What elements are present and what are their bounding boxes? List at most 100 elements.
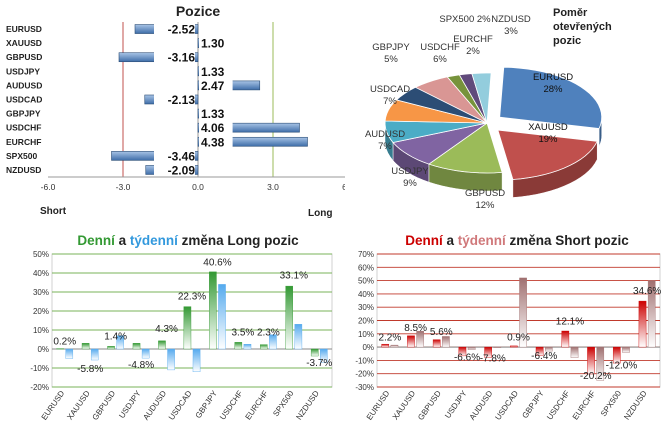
pie-slice-percent: 7%	[383, 96, 397, 107]
category-label: EURUSD	[6, 24, 42, 34]
x-tick-label: AUDUSD	[141, 389, 168, 422]
pie-title: pozic	[553, 35, 581, 47]
bar	[167, 348, 175, 371]
x-tick-label: GBPUSD	[91, 389, 118, 422]
pie-slice-percent: 12%	[475, 200, 495, 211]
pie-slice-label: AUDUSD	[365, 129, 405, 140]
y-tick-label: 20%	[358, 317, 374, 326]
data-label: 40.6%	[203, 257, 231, 268]
value-label-bg	[199, 37, 233, 50]
bar	[510, 345, 518, 348]
title-part: týdenní	[130, 233, 179, 248]
pie-slice-label: EURUSD	[533, 72, 573, 83]
category-label: USDCAD	[6, 95, 42, 105]
bar	[192, 348, 201, 372]
x-tick-label: -3.0	[116, 182, 131, 192]
pie-slice-label: USDCHF	[420, 42, 460, 53]
x-tick-label: NZDUSD	[294, 389, 321, 422]
value-label: 1.30	[201, 37, 225, 51]
pie-slice-percent: 7%	[378, 141, 392, 152]
value-label: -2.09	[168, 163, 196, 177]
positions-panel: Pozice EURUSD -2.52 XAUUSD 1.30 GBPUSD -3.16 US…	[0, 0, 354, 222]
data-label: -6.6%	[454, 352, 480, 363]
bar	[310, 348, 319, 357]
bar	[197, 122, 300, 133]
title-part: změna Short pozic	[506, 233, 630, 248]
y-tick-label: 30%	[33, 288, 49, 297]
bar	[612, 346, 621, 364]
bar	[183, 306, 192, 350]
y-tick-label: 10%	[33, 326, 49, 335]
data-label: -12.0%	[606, 360, 638, 371]
bar	[260, 344, 268, 350]
x-tick-label: -6.0	[41, 182, 56, 192]
bar	[638, 300, 647, 348]
bar	[458, 346, 467, 357]
bar	[535, 346, 544, 356]
pie-slice	[499, 66, 603, 129]
bar	[320, 348, 328, 363]
bar	[416, 330, 424, 348]
x-tick-label: USDCHF	[218, 389, 245, 422]
title-part: týdenní	[458, 233, 507, 248]
data-label: -4.8%	[128, 360, 154, 371]
pie-slice-percent: 6%	[433, 54, 447, 65]
data-label: 0.9%	[507, 332, 530, 343]
y-tick-label: 60%	[358, 263, 374, 272]
category-label: USDCHF	[6, 123, 41, 133]
x-tick-label: EURUSD	[365, 389, 392, 422]
data-label: -3.7%	[306, 358, 332, 369]
pie-slice-label: NZDUSD	[491, 14, 531, 25]
pie-slice-label: GBPUSD	[465, 188, 505, 199]
bar	[158, 340, 166, 350]
data-label: 8.5%	[404, 323, 427, 334]
data-label: -7.8%	[480, 354, 506, 365]
y-tick-label: -20%	[30, 383, 49, 392]
chart-title: Pozice	[176, 3, 221, 19]
x-tick-label: GBPJPY	[520, 388, 546, 420]
x-tick-label: AUDUSD	[468, 389, 495, 422]
bar	[647, 280, 656, 348]
bar	[381, 343, 390, 348]
bar	[432, 339, 441, 348]
x-tick-label: GBPJPY	[194, 388, 220, 420]
value-label: 1.33	[201, 65, 225, 79]
title-part: a	[115, 233, 130, 248]
data-label: 2.2%	[378, 332, 401, 343]
value-label-bg	[199, 107, 233, 120]
value-label-bg	[199, 79, 233, 92]
bar	[561, 330, 570, 348]
short-change-panel: Denní a týdenní změna Short pozic -30% -20…	[335, 226, 665, 438]
x-tick-label: USDJPY	[443, 388, 469, 420]
x-tick-label: EURCHF	[571, 389, 598, 422]
plot-area	[51, 253, 333, 388]
pie-slice-label: USDJPY	[391, 166, 429, 177]
category-label: EURCHF	[6, 137, 41, 147]
value-label: -3.46	[168, 149, 196, 163]
y-tick-label: 50%	[33, 250, 49, 259]
bar	[390, 344, 399, 348]
bar	[285, 285, 294, 350]
data-label: 33.1%	[280, 271, 308, 282]
bar	[141, 348, 150, 359]
category-label: USDJPY	[6, 66, 40, 76]
bar	[197, 136, 308, 147]
value-label-bg	[154, 149, 195, 162]
x-tick-label: XAUUSD	[391, 389, 418, 422]
x-tick-label: NZDUSD	[622, 389, 649, 422]
bar	[132, 343, 141, 350]
category-label: GBPUSD	[6, 52, 42, 62]
x-tick-label: SPX500	[271, 389, 296, 419]
category-label: SPX500	[6, 151, 37, 161]
category-label: NZDUSD	[6, 165, 41, 175]
y-tick-label: 0%	[362, 343, 374, 352]
title-part: Denní	[77, 233, 116, 248]
pie-slice-percent: 9%	[403, 178, 417, 189]
pie-slice-label: EURCHF	[453, 34, 493, 45]
x-tick-label: GBPUSD	[416, 389, 443, 422]
short-label: Short	[40, 206, 67, 217]
data-label: 1.4%	[104, 332, 127, 343]
pie-slice-percent: 2%	[466, 46, 480, 57]
pie-slice	[497, 129, 598, 180]
